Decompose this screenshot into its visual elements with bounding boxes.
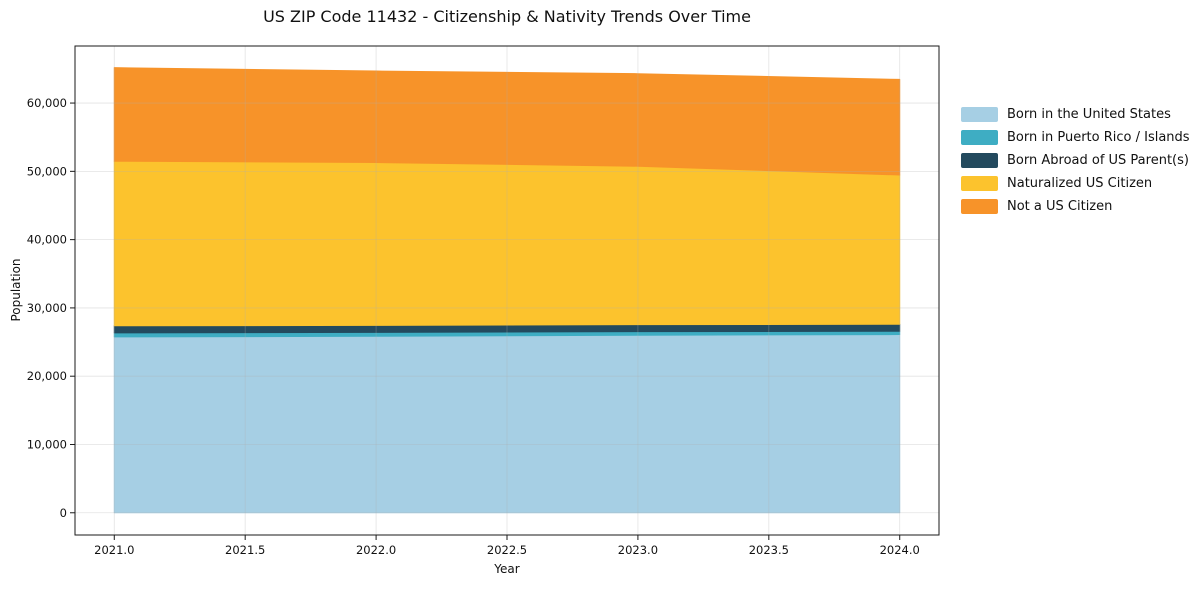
x-tick-label: 2021.5 [225,543,265,557]
y-tick-label: 60,000 [27,96,67,110]
y-tick-label: 50,000 [27,164,67,178]
x-tick-label: 2023.0 [618,543,658,557]
legend-item-not-a-us-citizen: Not a US Citizen [961,199,1189,214]
legend: Born in the United States Born in Puerto … [961,107,1189,214]
legend-label: Born in Puerto Rico / Islands [1007,130,1189,145]
legend-swatch [961,199,998,214]
y-tick-label: 40,000 [27,233,67,247]
y-tick-label: 10,000 [27,437,67,451]
legend-label: Naturalized US Citizen [1007,176,1153,191]
legend-swatch [961,153,998,168]
x-tick-label: 2022.5 [487,543,527,557]
x-axis-label: Year [494,562,520,576]
legend-item-born-in-puerto-rico-islands: Born in Puerto Rico / Islands [961,130,1189,145]
y-tick-label: 20,000 [27,369,67,383]
chart-title: US ZIP Code 11432 - Citizenship & Nativi… [263,7,751,26]
x-tick-label: 2024.0 [880,543,920,557]
legend-item-naturalized-us-citizen: Naturalized US Citizen [961,176,1189,191]
legend-label: Born Abroad of US Parent(s) [1007,153,1189,168]
legend-swatch [961,130,998,145]
legend-swatch [961,176,998,191]
y-tick-label: 0 [60,506,67,520]
legend-label: Not a US Citizen [1007,199,1113,214]
legend-label: Born in the United States [1007,107,1171,122]
area-not-a-us-citizen [113,67,901,176]
legend-item-born-in-the-united-states: Born in the United States [961,107,1189,122]
legend-item-born-abroad-of-us-parent-s: Born Abroad of US Parent(s) [961,153,1189,168]
x-tick-label: 2023.5 [749,543,789,557]
y-tick-label: 30,000 [27,301,67,315]
legend-swatch [961,107,998,122]
x-tick-label: 2021.0 [94,543,134,557]
y-axis-label: Population [9,258,23,322]
x-tick-label: 2022.0 [356,543,396,557]
